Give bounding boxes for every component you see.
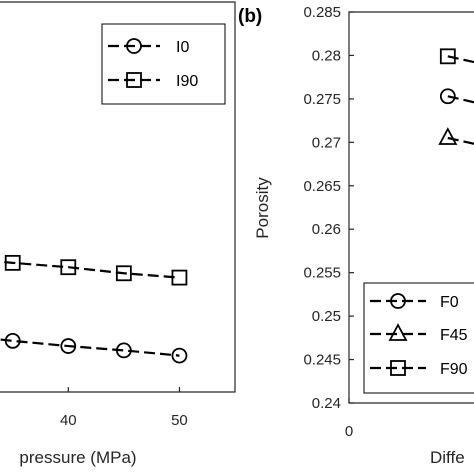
right-x-tick-label: 0	[345, 423, 353, 440]
legend-marker-f45	[388, 323, 408, 341]
right-x-axis-label: Diffe	[430, 448, 465, 467]
right-y-tick-label: 0.25	[312, 308, 341, 325]
right-y-tick-label: 0.255	[303, 265, 341, 282]
series-line-i90	[0, 260, 180, 279]
right-x-ticks: 010	[345, 398, 353, 440]
legend-label-f90: F90	[440, 361, 468, 378]
right-y-tick-label: 0.27	[312, 134, 341, 151]
right-y-tick-label: 0.245	[303, 352, 341, 369]
panel-label-b: (b)	[238, 6, 262, 27]
left-x-tick-label: 40	[60, 412, 77, 429]
left-legend: I0 I90	[101, 23, 226, 105]
left-x-ticks: 304050	[60, 387, 188, 429]
data-point-f0	[439, 88, 456, 105]
right-axes-frame	[348, 11, 474, 404]
left-series	[0, 254, 188, 364]
right-y-tick-label: 0.26	[312, 221, 341, 238]
legend-marker-i90	[126, 72, 142, 88]
legend-label-f0: F0	[440, 294, 459, 311]
right-y-axis-label: Porosity	[253, 177, 272, 239]
legend-marker-i0	[126, 38, 142, 54]
series-line-i0	[0, 338, 180, 357]
left-axes-frame	[0, 1, 236, 393]
data-point-i0	[171, 347, 188, 364]
left-x-axis-label: pressure (MPa)	[19, 448, 136, 467]
legend-label-f45: F45	[440, 327, 468, 344]
legend-label-i0: I0	[176, 39, 189, 56]
right-y-tick-label: 0.28	[312, 47, 341, 64]
right-y-tick-label: 0.275	[303, 91, 341, 108]
data-point-i90	[4, 254, 21, 271]
legend-label-i90: I90	[176, 73, 198, 90]
right-panel: 0.24 0.245 0.25 0.255 0.26 0.265 0.27 0.275 0.28…	[253, 4, 474, 467]
right-y-tick-label: 0.24	[312, 395, 341, 412]
left-panel: 304050 pressure (MPa) I0 I90	[0, 1, 236, 467]
legend-marker-f0	[390, 293, 406, 309]
right-y-tick-label: 0.285	[303, 4, 341, 21]
data-point-i90	[115, 265, 132, 282]
right-y-ticks: 0.24 0.245 0.25 0.255 0.26 0.265 0.27 0.275 0.28…	[303, 4, 354, 412]
data-point-i0	[60, 338, 77, 354]
data-point-f90	[439, 48, 456, 65]
data-point-i90	[171, 269, 188, 286]
right-series	[438, 48, 474, 145]
data-point-i0	[4, 332, 21, 349]
data-point-i90	[60, 259, 77, 276]
right-y-tick-label: 0.265	[303, 178, 341, 195]
series-line-f45	[447, 136, 474, 145]
left-x-tick-label: 50	[171, 412, 188, 429]
legend-marker-f90	[390, 360, 406, 376]
data-point-f45	[438, 127, 458, 145]
data-point-i0	[115, 342, 132, 359]
right-legend: F0 F45 F90	[363, 282, 474, 394]
left-legend-box	[101, 23, 226, 105]
